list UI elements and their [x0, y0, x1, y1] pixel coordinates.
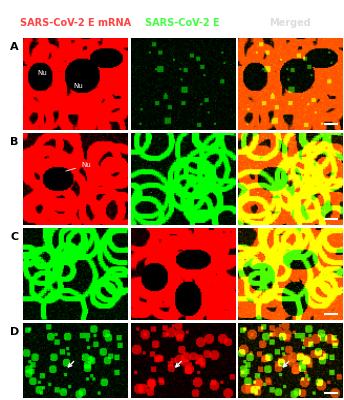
Text: B: B: [10, 137, 19, 147]
Text: SARS-CoV-2 E mRNA: SARS-CoV-2 E mRNA: [20, 18, 131, 28]
Text: C: C: [11, 232, 19, 242]
Text: A: A: [10, 42, 19, 52]
Text: D: D: [10, 326, 19, 336]
Text: Nu: Nu: [37, 70, 47, 76]
Text: Nu: Nu: [66, 162, 90, 171]
Text: SARS-CoV-2 E: SARS-CoV-2 E: [145, 18, 220, 28]
Text: Merged: Merged: [269, 18, 311, 28]
Text: Nu: Nu: [73, 83, 83, 89]
